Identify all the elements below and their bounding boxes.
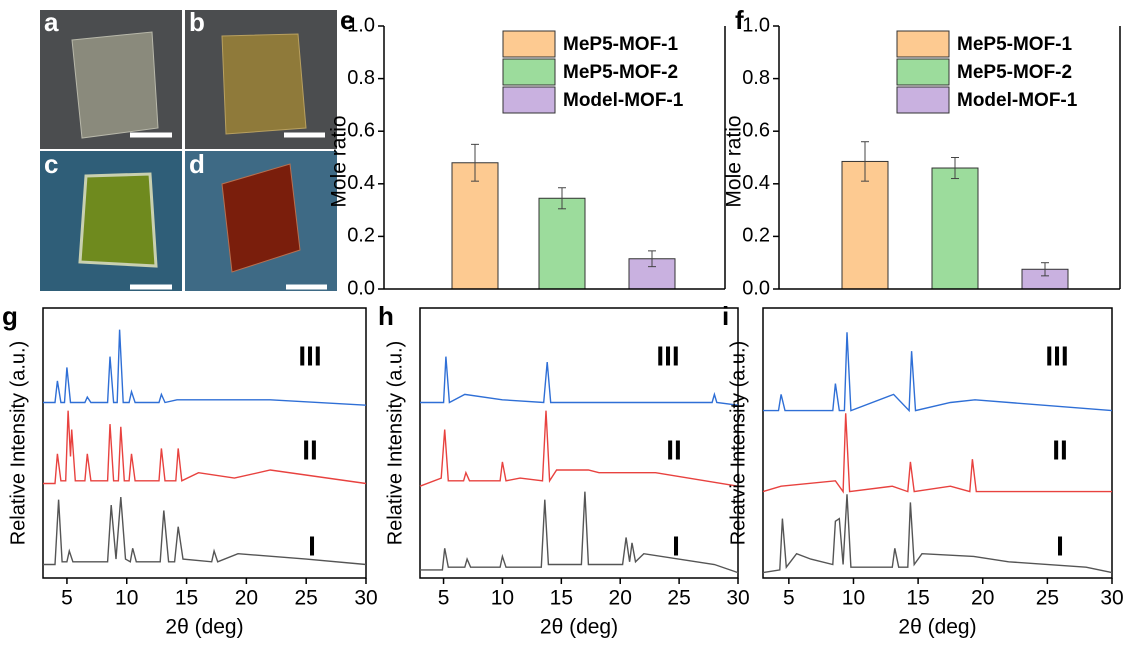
trace-label: I — [1056, 530, 1064, 561]
legend-swatch — [502, 86, 556, 114]
y-axis-label: Mole ratio — [328, 115, 351, 207]
panel-label: f — [735, 5, 744, 35]
x-axis-label: 2θ (deg) — [540, 616, 618, 639]
y-axis-label: Relatvie Intensity (a.u.) — [727, 341, 749, 546]
x-tick-label: 20 — [235, 587, 258, 610]
xrd-line — [762, 494, 1113, 574]
plot-frame — [42, 307, 367, 579]
panel-label: b — [189, 7, 205, 37]
legend-swatch — [896, 30, 950, 58]
x-tick-label: 15 — [175, 587, 198, 610]
panel-label: a — [44, 7, 59, 37]
bar — [931, 167, 979, 290]
xrd-line — [762, 413, 1112, 494]
panel-label: h — [378, 301, 394, 331]
bar — [538, 197, 586, 290]
x-tick-label: 10 — [491, 587, 514, 610]
trace-label: I — [308, 530, 316, 561]
x-tick-label: 10 — [842, 587, 865, 610]
trace-label: III — [656, 340, 679, 371]
y-tick-label: 0.4 — [742, 172, 770, 194]
x-tick-label: 20 — [971, 587, 994, 610]
x-tick-label: 25 — [295, 587, 318, 610]
y-tick-label: 0.2 — [347, 225, 375, 247]
legend-label: MeP5-MOF-1 — [957, 34, 1073, 55]
trace-label: II — [666, 434, 682, 465]
trace-label: III — [298, 340, 321, 371]
x-tick-label: 15 — [906, 587, 929, 610]
crystal — [78, 172, 158, 268]
panel-label: e — [340, 5, 354, 35]
legend-label: Model-MOF-1 — [957, 90, 1078, 111]
y-axis-label: Relative Intensity (a.u.) — [384, 341, 406, 546]
x-tick-label: 20 — [609, 587, 632, 610]
y-tick-label: 0.0 — [742, 277, 770, 299]
bar — [841, 160, 889, 290]
xrd-line — [43, 496, 367, 566]
crystal — [71, 31, 159, 139]
x-tick-label: 5 — [61, 587, 73, 610]
legend-label: Model-MOF-1 — [563, 90, 684, 111]
legend-swatch — [502, 58, 556, 86]
bar — [451, 162, 499, 290]
xrd-line — [420, 356, 739, 406]
x-tick-label: 25 — [667, 587, 690, 610]
trace-label: III — [1045, 340, 1068, 371]
x-tick-label: 30 — [726, 587, 749, 610]
legend-label: MeP5-MOF-1 — [563, 34, 679, 55]
crystal — [221, 33, 307, 135]
plot-frame — [762, 307, 1113, 579]
legend-swatch — [896, 58, 950, 86]
legend-swatch — [502, 30, 556, 58]
y-axis-label: Mole ratio — [723, 115, 746, 207]
y-tick-label: 0.0 — [347, 277, 375, 299]
xrd-line — [43, 410, 367, 485]
trace-label: II — [1052, 434, 1068, 465]
plot-frame — [419, 307, 739, 579]
x-tick-label: 5 — [783, 587, 795, 610]
legend-swatch — [896, 86, 950, 114]
y-tick-label: 0.8 — [742, 67, 770, 89]
crystal — [221, 163, 301, 273]
y-axis-label: Relative Intensity (a.u.) — [7, 341, 29, 546]
x-tick-label: 25 — [1036, 587, 1059, 610]
x-axis-label: 2θ (deg) — [165, 616, 243, 639]
panel-label: g — [2, 301, 18, 331]
y-tick-label: 0.4 — [347, 172, 375, 194]
panel-label: i — [722, 301, 729, 331]
x-axis-label: 2θ (deg) — [898, 616, 976, 639]
panel-label: c — [44, 149, 58, 179]
x-tick-label: 15 — [550, 587, 573, 610]
y-tick-label: 0.6 — [742, 119, 770, 141]
xrd-line — [763, 332, 1113, 413]
xrd-line — [43, 329, 367, 406]
y-tick-label: 0.8 — [347, 67, 375, 89]
x-tick-label: 30 — [1100, 587, 1123, 610]
trace-label: II — [302, 434, 318, 465]
x-tick-label: 30 — [354, 587, 377, 610]
y-tick-label: 0.6 — [347, 119, 375, 141]
x-tick-label: 10 — [115, 587, 138, 610]
xrd-line — [420, 491, 739, 574]
y-tick-label: 1.0 — [347, 14, 375, 36]
legend-label: MeP5-MOF-2 — [563, 62, 678, 83]
xrd-line — [419, 410, 739, 487]
legend-label: MeP5-MOF-2 — [957, 62, 1072, 83]
y-tick-label: 0.2 — [742, 225, 770, 247]
x-tick-label: 5 — [438, 587, 450, 610]
trace-label: I — [672, 530, 680, 561]
y-tick-label: 1.0 — [742, 14, 770, 36]
panel-label: d — [189, 149, 205, 179]
